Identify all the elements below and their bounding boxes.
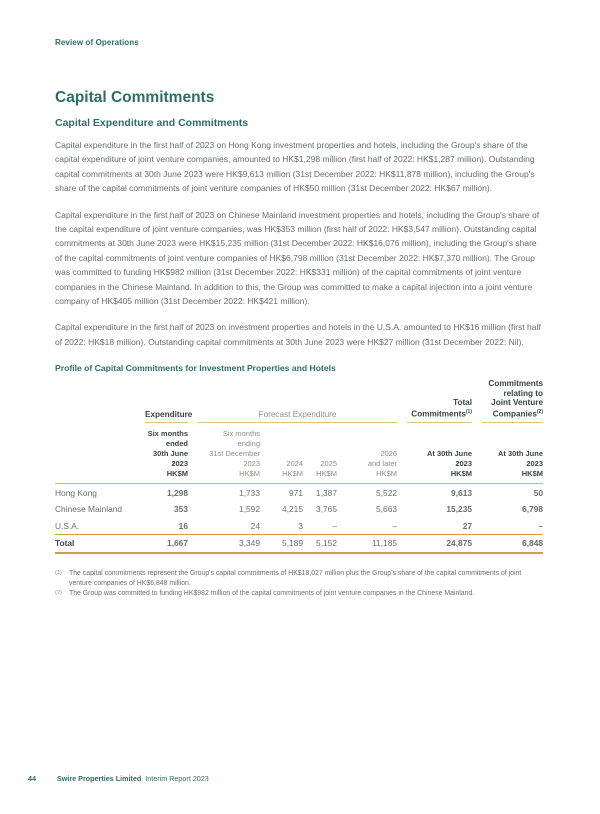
table-row-chinese-mainland: Chinese Mainland 353 1,592 4,215 3,765 5…: [55, 501, 543, 518]
page-title: Capital Commitments: [55, 89, 215, 106]
table-footnotes: (1) The capital commitments represent th…: [55, 569, 543, 599]
cell-forecast-2024: 971: [260, 483, 303, 501]
column-header-jv-at-30-june: At 30th June 2023 HK$M: [498, 449, 544, 479]
footnote-marker: (1): [55, 569, 62, 576]
page-footer: 44 Swire Properties Limited Interim Repo…: [28, 774, 209, 783]
footer-report-title: Interim Report 2023: [145, 774, 209, 783]
cell-forecast-2026-later: –: [392, 520, 398, 531]
cell-total-commitments: 15,235: [446, 504, 473, 515]
group-header-expenditure: Expenditure: [135, 379, 192, 424]
cell-forecast-h2-2023: 1,592: [239, 504, 260, 515]
page-number: 44: [28, 774, 36, 783]
cell-jv-commitments: 50: [472, 483, 544, 501]
cell-jv-commitments: 6,848: [472, 533, 544, 554]
cell-expenditure: 1,667: [135, 533, 188, 554]
column-header-total-at-30-june: At 30th June 2023 HK$M: [427, 449, 473, 479]
cell-forecast-2026-later: 5,522: [337, 483, 398, 501]
capital-commitments-table: Expenditure Forecast Expenditure Total C…: [55, 379, 544, 554]
cell-forecast-2025: –: [332, 520, 337, 531]
cell-jv-commitments: 6,798: [522, 504, 544, 515]
column-header-2025: 2025 HK$M: [316, 459, 337, 479]
joint-venture-label: Commitments relating to Joint Venture Co…: [488, 379, 544, 419]
table-row-usa: U.S.A. 16 24 3 – – 27 –: [55, 517, 543, 534]
row-label: Hong Kong: [55, 483, 135, 501]
forecast-expenditure-label: Forecast Expenditure: [258, 409, 337, 419]
total-footnote-ref: (1): [465, 409, 473, 416]
cell-total-commitments: 9,613: [397, 483, 473, 501]
cell-forecast-h2-2023: 1,733: [188, 483, 260, 501]
column-header-six-months-ending: Six months ending 31st December 2023 HK$…: [209, 429, 260, 479]
cell-jv-commitments: –: [538, 520, 544, 531]
column-header-spacer: [55, 423, 135, 484]
cell-forecast-h2-2023: 24: [250, 520, 260, 531]
cell-forecast-2026-later: 5,663: [376, 504, 398, 515]
cell-forecast-2024: 5,189: [260, 533, 303, 554]
table-row-hong-kong: Hong Kong 1,298 1,733 971 1,387 5,522 9,…: [55, 483, 544, 501]
cell-expenditure: 16: [178, 520, 188, 531]
table-group-header-row: Expenditure Forecast Expenditure Total C…: [55, 379, 544, 424]
group-header-forecast-expenditure: Forecast Expenditure: [188, 379, 398, 424]
paragraph-usa: Capital expenditure in the first half of…: [55, 322, 541, 347]
cell-expenditure: 1,298: [135, 483, 188, 501]
cell-forecast-2024: 4,215: [282, 504, 303, 515]
running-header: Review of Operations: [55, 38, 139, 47]
footnote-text: The capital commitments represent the Gr…: [69, 569, 522, 587]
expenditure-label: Expenditure: [145, 409, 193, 419]
paragraph-hong-kong: Capital expenditure in the first half of…: [55, 140, 535, 194]
total-commitments-label: Total Commitments: [411, 398, 473, 419]
joint-venture-footnote-ref: (2): [536, 409, 544, 416]
column-header-2026-and-later: 2026 and later HK$M: [367, 449, 398, 479]
cell-forecast-2025: 3,765: [316, 504, 337, 515]
column-header-six-months-ended: Six months ended 30th June 2023 HK$M: [147, 429, 188, 479]
row-label: Total: [55, 533, 135, 554]
footnote-2: (2) The Group was committed to funding H…: [55, 589, 543, 599]
column-header-2024: 2024 HK$M: [282, 459, 303, 479]
cell-total-commitments: 27: [462, 520, 473, 531]
group-header-joint-venture: Commitments relating to Joint Venture Co…: [472, 379, 544, 424]
footnote-1: (1) The capital commitments represent th…: [55, 569, 543, 589]
footer-company-name: Swire Properties Limited: [57, 774, 142, 783]
footnote-marker: (2): [55, 590, 62, 597]
table-title: Profile of Capital Commitments for Inves…: [55, 363, 336, 374]
cell-forecast-2024: 3: [298, 520, 303, 531]
table-row-total: Total 1,667 3,349 5,189 5,152 11,185 24,…: [55, 533, 544, 554]
group-header-total-commitments: Total Commitments(1): [397, 379, 473, 424]
cell-expenditure: 353: [174, 504, 188, 515]
cell-total-commitments: 24,875: [397, 533, 473, 554]
cell-forecast-h2-2023: 3,349: [188, 533, 260, 554]
cell-forecast-2025: 5,152: [303, 533, 337, 554]
group-header-spacer: [55, 379, 135, 423]
cell-forecast-2025: 1,387: [303, 483, 337, 501]
cell-forecast-2026-later: 11,185: [337, 533, 398, 554]
footnote-text: The Group was committed to funding HK$98…: [69, 590, 475, 598]
paragraph-chinese-mainland: Capital expenditure in the first half of…: [55, 209, 540, 307]
section-heading: Capital Expenditure and Commitments: [55, 117, 249, 129]
row-label: U.S.A.: [55, 520, 80, 531]
row-label: Chinese Mainland: [55, 504, 123, 515]
table-column-header-row: Six months ended 30th June 2023 HK$M Six…: [55, 423, 543, 484]
